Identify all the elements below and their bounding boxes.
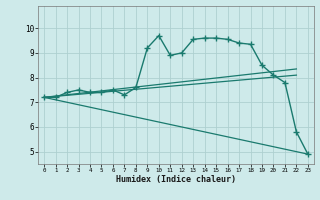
X-axis label: Humidex (Indice chaleur): Humidex (Indice chaleur)	[116, 175, 236, 184]
